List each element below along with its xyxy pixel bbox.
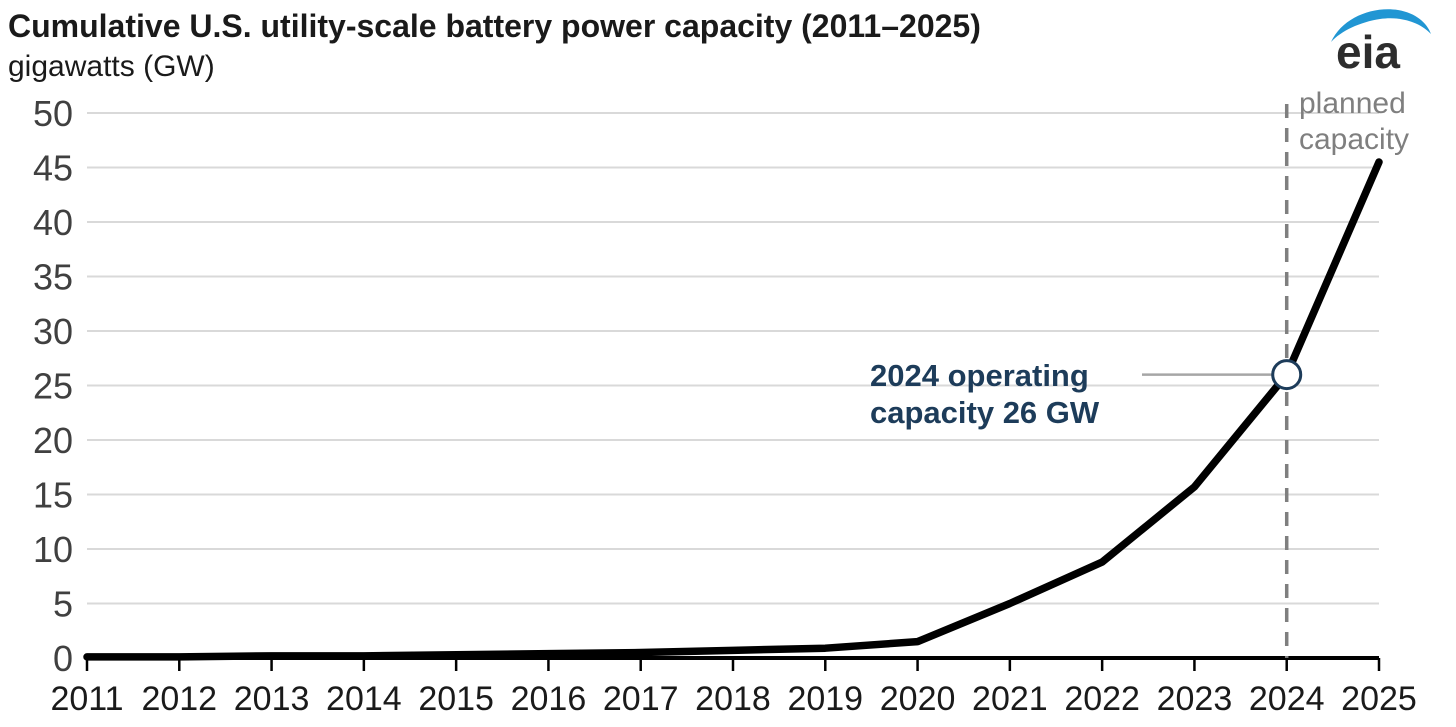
- y-tick-label: 5: [53, 584, 73, 625]
- annotation-line2: capacity 26 GW: [870, 395, 1100, 430]
- x-tick-label: 2021: [972, 680, 1048, 718]
- operating-capacity-annotation: 2024 operating capacity 26 GW: [870, 357, 1099, 431]
- annotation-line1: 2024 operating: [870, 358, 1089, 393]
- y-tick-label: 50: [33, 93, 73, 134]
- eia-swoosh-icon: eia: [1331, 9, 1431, 78]
- y-tick-label: 10: [33, 529, 73, 570]
- x-tick-label: 2017: [603, 680, 679, 718]
- x-tick-label: 2025: [1341, 680, 1417, 718]
- planned-label-line1: planned: [1299, 87, 1406, 120]
- y-tick-label: 20: [33, 420, 73, 461]
- x-tick-label: 2023: [1157, 680, 1233, 718]
- y-tick-label: 15: [33, 475, 73, 516]
- x-tick-label: 2015: [418, 680, 494, 718]
- planned-capacity-label: planned capacity: [1299, 86, 1409, 158]
- x-tick-label: 2018: [695, 680, 771, 718]
- x-tick-label: 2016: [511, 680, 587, 718]
- y-tick-label: 30: [33, 311, 73, 352]
- eia-logo-text: eia: [1336, 26, 1400, 72]
- x-tick-label: 2013: [234, 680, 310, 718]
- y-tick-label: 40: [33, 202, 73, 243]
- y-tick-label: 25: [33, 366, 73, 407]
- eia-logo: eia: [1328, 6, 1434, 78]
- capacity-line-series: [83, 158, 1383, 661]
- x-tick-label: 2022: [1064, 680, 1140, 718]
- x-tick-label: 2011: [50, 680, 123, 718]
- x-tick-label: 2024: [1249, 680, 1325, 718]
- chart-units-label: gigawatts (GW): [8, 50, 215, 83]
- operating-capacity-marker: [1271, 359, 1303, 391]
- x-tick-label: 2020: [880, 680, 956, 718]
- x-tick-label: 2014: [326, 680, 402, 718]
- planned-label-line2: capacity: [1299, 123, 1410, 156]
- y-tick-label: 0: [53, 638, 73, 679]
- x-tick-label: 2012: [141, 680, 217, 718]
- y-tick-label: 45: [33, 148, 73, 189]
- chart-title: Cumulative U.S. utility-scale battery po…: [8, 8, 981, 44]
- y-tick-label: 35: [33, 257, 73, 298]
- x-tick-label: 2019: [787, 680, 863, 718]
